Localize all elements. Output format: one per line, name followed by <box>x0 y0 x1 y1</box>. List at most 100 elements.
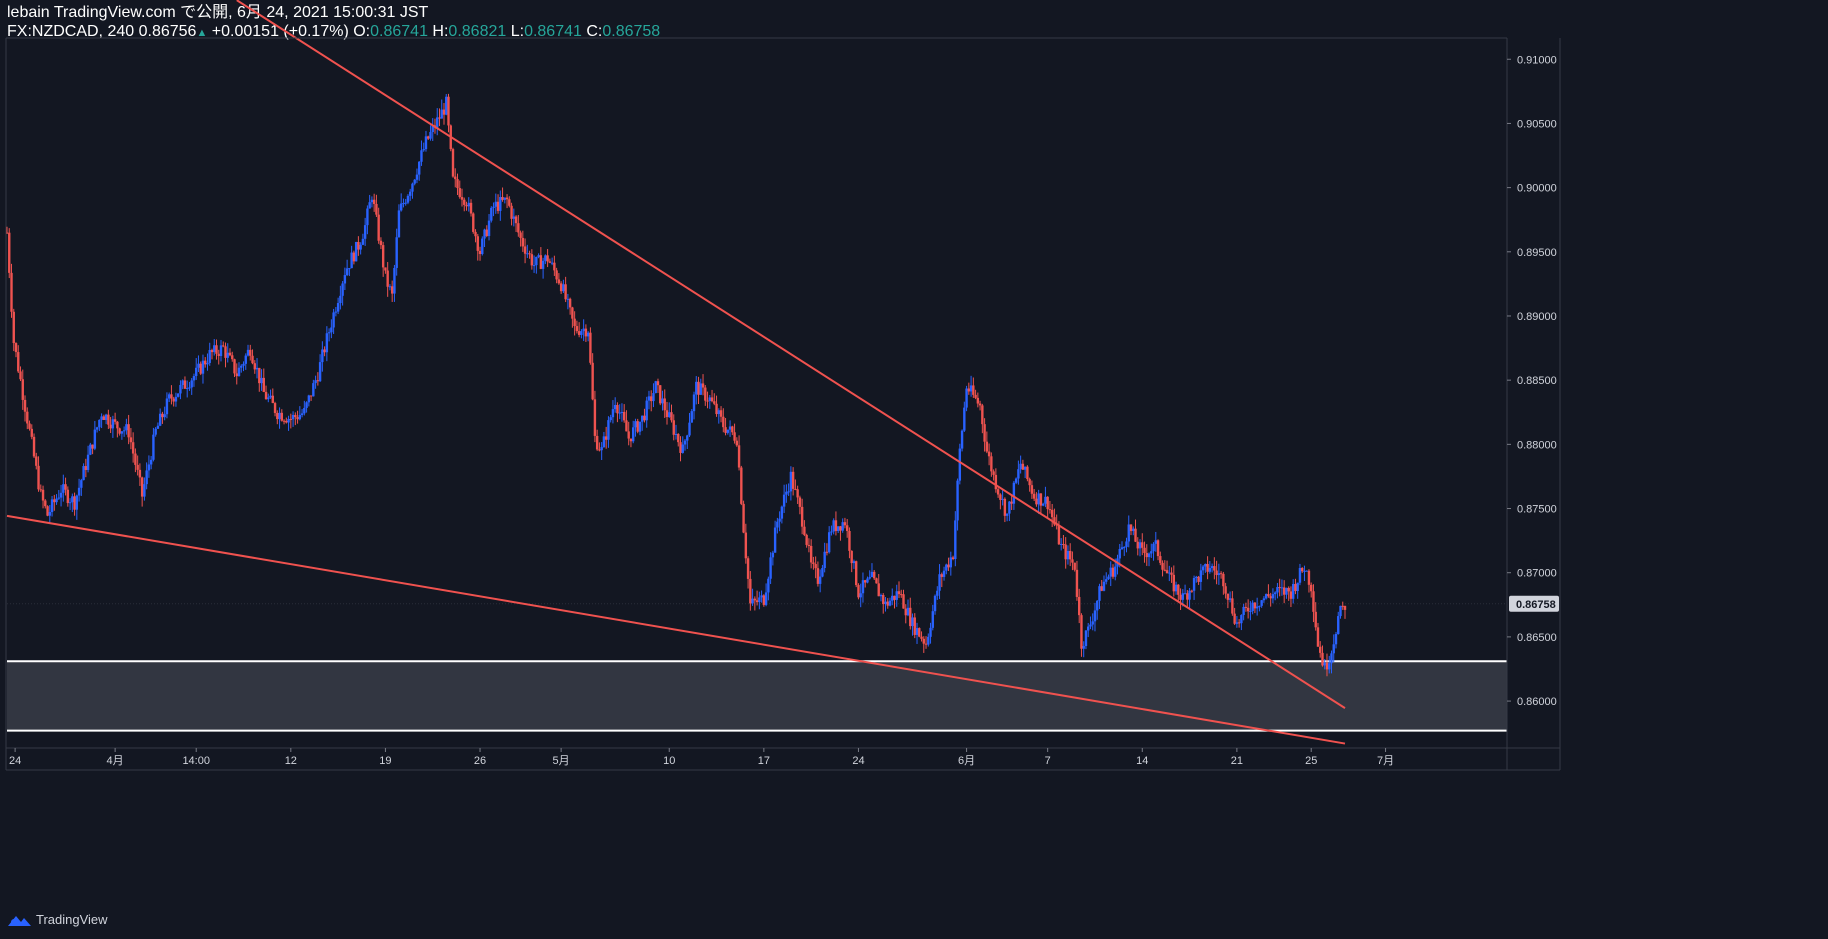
candle-body <box>418 161 421 175</box>
candle-body <box>156 425 160 429</box>
candle <box>1334 631 1338 649</box>
candle <box>1323 659 1326 670</box>
candle <box>1132 526 1135 536</box>
candle <box>370 196 374 208</box>
candle-body <box>697 381 700 395</box>
candle <box>744 523 748 564</box>
candle <box>994 468 998 493</box>
candle-body <box>956 480 959 521</box>
candle-body <box>359 244 362 250</box>
candle <box>983 418 986 452</box>
candle-body <box>1269 596 1272 599</box>
candle-body <box>1145 553 1148 558</box>
candle <box>118 427 121 436</box>
candle-body <box>1091 621 1094 625</box>
candle <box>798 495 802 515</box>
candle-body <box>650 396 653 402</box>
candle-body <box>589 332 592 363</box>
candle <box>186 380 189 398</box>
candle <box>1082 641 1085 658</box>
candle <box>843 517 847 529</box>
candle-body <box>363 225 367 239</box>
support-zone[interactable] <box>7 661 1507 731</box>
candle <box>253 360 256 374</box>
candle <box>39 484 42 493</box>
candle <box>57 489 61 500</box>
candle <box>974 389 977 400</box>
candle <box>1138 539 1142 557</box>
candle-body <box>300 413 304 416</box>
candle-body <box>86 454 90 470</box>
candle-body <box>1044 496 1047 504</box>
candle-body <box>938 574 941 591</box>
candle <box>778 511 781 532</box>
candle <box>629 438 633 448</box>
candle <box>55 494 58 505</box>
candle-body <box>888 600 892 606</box>
candle <box>1001 488 1004 506</box>
candle <box>654 380 657 394</box>
candle-body <box>780 506 784 519</box>
candle-body <box>645 400 648 421</box>
candle-body <box>1127 524 1130 542</box>
tradingview-branding[interactable]: TradingView <box>6 912 108 927</box>
candle <box>167 392 171 403</box>
candle-body <box>665 410 669 418</box>
candle-body <box>1021 463 1025 470</box>
candle-body <box>154 428 157 435</box>
lower-trendline[interactable] <box>6 514 1346 745</box>
candle-body <box>593 399 597 436</box>
candle <box>818 569 822 593</box>
candle <box>406 194 410 205</box>
candle <box>201 354 205 384</box>
candle-body <box>679 442 682 453</box>
candle <box>663 389 666 418</box>
candle-body <box>895 591 898 600</box>
candle <box>496 194 500 214</box>
candle-body <box>1028 479 1031 486</box>
candle <box>307 394 311 407</box>
candle-body <box>825 551 829 553</box>
candle-body <box>291 414 295 420</box>
candle <box>1285 587 1288 599</box>
upper-trendline[interactable] <box>236 0 1346 709</box>
price-axis: 0.91000 0.90500 0.90000 0.89500 0.89000 0.885… <box>1507 54 1559 708</box>
candle-body <box>1129 524 1133 532</box>
candle <box>1262 596 1266 603</box>
candle-body <box>1325 662 1329 670</box>
candle <box>1177 584 1180 602</box>
candle-body <box>616 404 619 414</box>
candle-body <box>1019 463 1022 470</box>
candle-body <box>508 199 511 206</box>
candle-body <box>334 311 338 313</box>
candle-body <box>1321 652 1324 666</box>
candle-body <box>436 117 439 128</box>
candle-body <box>80 480 83 488</box>
candle <box>1168 565 1171 582</box>
candle-body <box>478 250 482 255</box>
candle <box>857 583 860 600</box>
candle <box>1325 653 1329 677</box>
candle <box>1307 569 1311 593</box>
candle-body <box>224 346 227 358</box>
candle <box>262 368 265 393</box>
candle <box>737 435 741 471</box>
candle-body <box>656 381 660 386</box>
candle-body <box>1217 573 1221 576</box>
candle-body <box>314 380 317 384</box>
candle-body <box>176 393 180 397</box>
symbol-label: FX:NZDCAD, 240 <box>7 23 135 40</box>
candle-body <box>19 371 22 380</box>
candle <box>447 93 450 133</box>
candle-body <box>1303 570 1306 572</box>
candle-body <box>724 427 727 433</box>
candle <box>12 308 15 352</box>
candle-body <box>582 328 585 332</box>
candle <box>208 342 211 366</box>
candle-body <box>210 350 214 353</box>
candle-body <box>145 470 148 485</box>
candle <box>1328 655 1331 674</box>
candle-body <box>1084 630 1088 647</box>
candle <box>213 338 216 356</box>
